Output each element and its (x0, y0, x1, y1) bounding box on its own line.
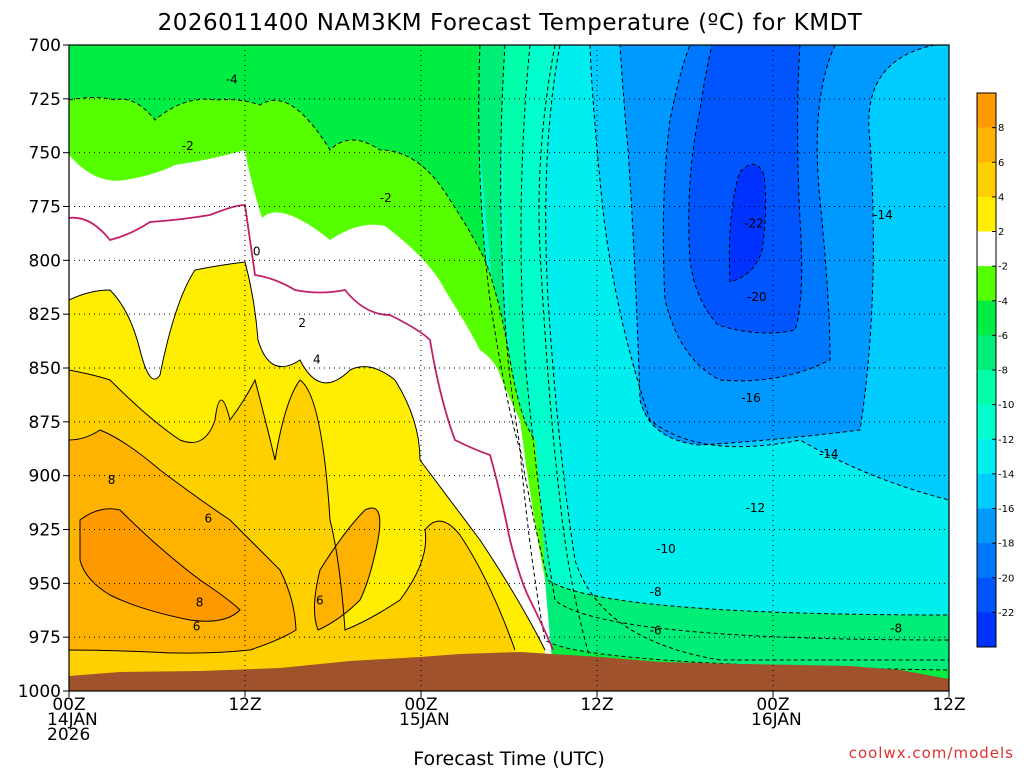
contour-label: 8 (196, 596, 204, 610)
contour-label: 8 (108, 473, 116, 487)
colorbar-swatch (977, 439, 996, 475)
colorbar-swatch (977, 196, 996, 232)
y-tick-label: 875 (29, 413, 61, 433)
contour-label: 6 (316, 594, 324, 608)
contour-label: -4 (226, 72, 238, 86)
band-plus-6-east (314, 508, 380, 630)
colorbar-swatch (977, 162, 996, 198)
contour-label: -12 (746, 501, 766, 515)
x-tick-label: 16JAN (751, 710, 802, 730)
contour-label: -20 (747, 290, 767, 304)
x-tick-label: 14JAN (47, 710, 98, 730)
terrain (69, 652, 949, 691)
colorbar-label: -14 (998, 469, 1014, 480)
contour-label: -10 (656, 542, 676, 556)
isotherms-positive (69, 261, 546, 654)
contour-label: 6 (205, 512, 213, 526)
contour-label: -2 (182, 139, 194, 153)
contour-label: -6 (650, 624, 662, 638)
y-tick-label: 975 (29, 628, 61, 648)
colorbar-label: -10 (998, 400, 1014, 411)
colorbar-label: 6 (998, 158, 1004, 169)
y-axis: 700 725 750 775 800 825 850 875 900 925 950 975 1000 (18, 36, 69, 702)
colorbar-swatch (977, 508, 996, 544)
chart-title: 2026011400 NAM3KM Forecast Temperature (… (158, 10, 863, 36)
band-plus-8 (80, 508, 240, 622)
colorbar-label: -22 (998, 608, 1014, 619)
colorbar-swatch (977, 370, 996, 405)
colorbar-label: -12 (998, 435, 1014, 446)
contour-label: 6 (193, 619, 201, 633)
y-tick-label: 800 (29, 251, 61, 271)
colorbar-swatch (977, 473, 996, 509)
colorbar-swatch (977, 577, 996, 613)
contour-label: -22 (744, 217, 764, 231)
colorbar-label: -16 (998, 504, 1014, 515)
x-tick-label: 15JAN (399, 710, 450, 730)
contour-label: -16 (741, 391, 761, 405)
colorbar-swatch (977, 93, 996, 128)
contour-label: 0 (253, 245, 261, 259)
contour-label: -2 (380, 191, 392, 205)
x-tick-label: 12Z (580, 695, 613, 715)
contour-label: 4 (313, 352, 321, 366)
x-tick-label: 00Z (404, 695, 437, 715)
colorbar-swatch (977, 127, 996, 163)
colorbar-swatch (977, 404, 996, 440)
colorbar-label: -4 (998, 296, 1008, 307)
y-tick-label: 750 (29, 144, 61, 164)
contour-label: -8 (650, 585, 662, 599)
x-tick-label: 12Z (932, 695, 965, 715)
y-tick-label: 775 (29, 198, 61, 218)
colorbar-label: 8 (998, 123, 1004, 134)
y-tick-label: 925 (29, 521, 61, 541)
y-tick-label: 1000 (18, 682, 61, 702)
colorbar-label: -2 (998, 262, 1008, 273)
colorbar-swatch (977, 231, 996, 267)
colorbar: 8 6 4 2 -2 -4 -6 -8 -10 -12 -14 -16 -18 -20 -22 (976, 92, 1014, 648)
colorbar-label: -6 (998, 331, 1008, 342)
colorbar-swatch (977, 300, 996, 336)
x-tick-label: 12Z (228, 695, 261, 715)
x-tick-label: 2026 (47, 725, 90, 745)
colorbar-swatch (977, 612, 996, 648)
credit-link[interactable]: coolwx.com/models (849, 744, 1014, 762)
contour-label: -14 (873, 208, 893, 222)
colorbar-label: 4 (998, 192, 1004, 203)
y-tick-label: 850 (29, 359, 61, 379)
colorbar-swatch (977, 266, 996, 302)
colorbar-swatch (977, 543, 996, 579)
gridlines (69, 45, 949, 691)
contour-label: -8 (890, 622, 902, 636)
y-tick-label: 950 (29, 574, 61, 594)
contour-label: -14 (819, 447, 839, 461)
x-tick-label: 00Z (756, 695, 789, 715)
band-minus-24 (729, 164, 766, 282)
colorbar-label: -8 (998, 366, 1008, 377)
x-axis-title: Forecast Time (UTC) (413, 748, 604, 768)
y-tick-label: 725 (29, 90, 61, 110)
band-minus-8 (470, 45, 949, 691)
isotherms-negative (69, 45, 949, 691)
contour-label: 2 (298, 316, 306, 330)
colorbar-label: -20 (998, 573, 1014, 584)
y-tick-label: 700 (29, 36, 61, 56)
colorbar-label: 2 (998, 227, 1004, 238)
isotherm-zero (69, 204, 554, 651)
x-tick-label: 00Z (52, 695, 85, 715)
y-tick-label: 825 (29, 305, 61, 325)
colorbar-label: -18 (998, 539, 1014, 550)
colorbar-swatch (977, 335, 996, 371)
y-tick-label: 900 (29, 467, 61, 487)
